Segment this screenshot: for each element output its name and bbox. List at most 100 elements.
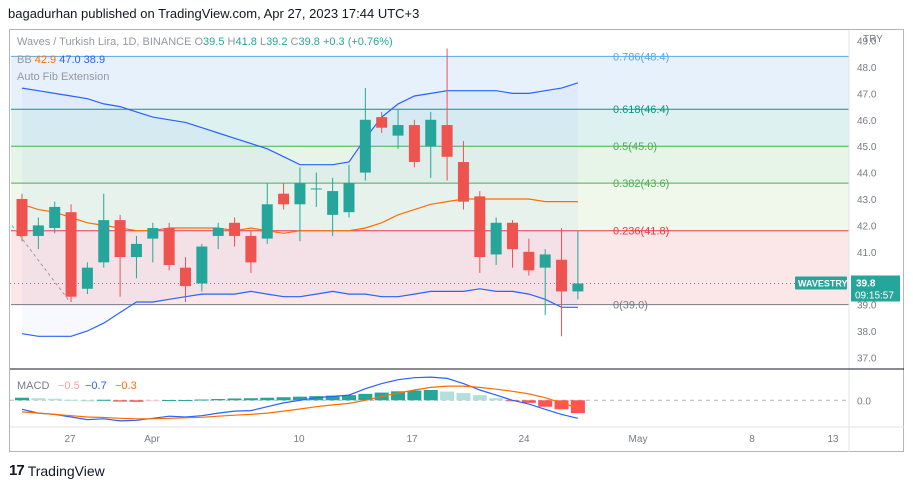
time-axis-tick: 13 bbox=[827, 434, 839, 445]
macd-histogram-bar bbox=[325, 395, 340, 401]
time-axis-tick: 8 bbox=[749, 434, 755, 445]
candle-body bbox=[457, 162, 469, 202]
footer: 17 TradingView bbox=[9, 462, 105, 479]
legend-high-label: H bbox=[228, 36, 236, 48]
candle-body bbox=[81, 267, 93, 289]
candle-body bbox=[245, 235, 257, 263]
price-axis-tick: 39.0 bbox=[857, 301, 877, 312]
symbol-badge bbox=[795, 276, 847, 290]
candle-body bbox=[327, 191, 339, 215]
macd-histogram-bar bbox=[358, 393, 373, 401]
macd-histogram-bar bbox=[227, 398, 242, 401]
candle-body bbox=[32, 225, 44, 236]
fib-level-label: 0.5(45.0) bbox=[613, 141, 657, 153]
fib-level-label: 0.618(46.4) bbox=[613, 104, 669, 116]
macd-histogram-bar bbox=[570, 400, 585, 414]
time-axis-tick: Apr bbox=[144, 434, 160, 445]
time-axis-tick: May bbox=[629, 434, 648, 445]
candle-body bbox=[556, 259, 568, 292]
macd-histogram-bar bbox=[129, 400, 144, 402]
macd-legend-hist: −0.5 bbox=[58, 380, 80, 392]
last-price-value: 39.8 bbox=[856, 279, 876, 290]
macd-histogram-bar bbox=[440, 391, 455, 401]
candle-body bbox=[147, 228, 159, 239]
candle-body bbox=[180, 267, 191, 287]
macd-histogram-bar bbox=[407, 390, 422, 401]
symbol-badge-label: WAVESTRY bbox=[798, 279, 848, 289]
candle-body bbox=[376, 117, 388, 128]
price-axis-tick: 41.0 bbox=[857, 248, 877, 259]
candle-body bbox=[212, 228, 224, 236]
price-axis-tick: 44.0 bbox=[857, 169, 877, 180]
macd-histogram-bar bbox=[47, 398, 62, 401]
legend-high: 41.8 bbox=[235, 36, 259, 48]
macd-histogram-bar bbox=[260, 397, 275, 401]
price-axis-tick: 47.0 bbox=[857, 89, 877, 100]
candle-body bbox=[310, 188, 322, 190]
time-axis-tick: 24 bbox=[518, 434, 530, 445]
candle-body bbox=[16, 199, 28, 236]
macd-histogram-bar bbox=[391, 391, 406, 401]
macd-histogram-bar bbox=[80, 400, 95, 402]
candle-body bbox=[408, 125, 420, 163]
legend-ohlc: Waves / Turkish Lira, 1D, BINANCE O39.5 … bbox=[17, 36, 393, 48]
price-axis-tick: 37.0 bbox=[857, 353, 877, 364]
macd-histogram-bar bbox=[96, 399, 111, 401]
legend-close-label: C bbox=[291, 36, 299, 48]
fib-level-label: 0.382(43.6) bbox=[613, 178, 669, 190]
macd-legend-signal: −0.3 bbox=[115, 380, 137, 392]
macd-histogram-bar bbox=[538, 400, 553, 407]
macd-legend-label: MACD bbox=[17, 380, 49, 392]
macd-histogram-bar bbox=[15, 397, 29, 401]
macd-histogram-bar bbox=[194, 399, 209, 401]
candle-body bbox=[229, 222, 241, 236]
last-price-countdown: 09:15:57 bbox=[855, 291, 894, 302]
macd-legend-macd: −0.7 bbox=[85, 380, 107, 392]
legend-bb: BB 42.9 47.0 38.9 bbox=[17, 54, 105, 66]
footer-brand: TradingView bbox=[27, 462, 105, 479]
fib-zone bbox=[11, 183, 849, 231]
macd-histogram-bar bbox=[113, 400, 128, 402]
macd-histogram-bar bbox=[276, 397, 291, 401]
legend-fib-label: Auto Fib Extension bbox=[17, 71, 109, 83]
fib-level-label: 0.786(48.4) bbox=[613, 51, 669, 63]
bb-lower-line bbox=[21, 288, 578, 337]
candle-body bbox=[523, 251, 535, 271]
price-axis-tick: 45.0 bbox=[857, 142, 877, 153]
bb-upper-line bbox=[21, 82, 579, 166]
price-axis-tick: 42.0 bbox=[857, 221, 877, 232]
legend-open: 39.5 bbox=[203, 36, 227, 48]
macd-histogram-bar bbox=[31, 398, 46, 401]
candle-body bbox=[539, 254, 551, 268]
legend-change: +0.3 (+0.76%) bbox=[323, 36, 393, 48]
macd-histogram-bar bbox=[342, 395, 356, 401]
candle-body bbox=[343, 183, 355, 213]
chart-frame bbox=[9, 29, 904, 452]
candle-body bbox=[98, 220, 110, 263]
legend-bb-basis: 42.9 bbox=[35, 54, 59, 66]
candle-body bbox=[294, 183, 306, 205]
macd-histogram-bar bbox=[243, 398, 258, 401]
legend-low-label: L bbox=[260, 36, 266, 48]
macd-histogram-bar bbox=[145, 400, 160, 402]
candle-body bbox=[572, 283, 584, 292]
legend-bb-upper: 47.0 bbox=[59, 54, 83, 66]
candle-body bbox=[490, 222, 502, 255]
price-axis-tick: 43.0 bbox=[857, 195, 877, 206]
macd-signal-line bbox=[21, 385, 579, 420]
tradingview-logo-icon: 17 bbox=[9, 462, 25, 479]
candle-body bbox=[359, 119, 371, 173]
macd-histogram-bar bbox=[554, 400, 569, 410]
macd-histogram-bar bbox=[211, 399, 226, 401]
fib-zone bbox=[11, 230, 849, 305]
legend-bb-label: BB bbox=[17, 54, 35, 66]
price-axis-tick: 46.0 bbox=[857, 116, 877, 127]
time-axis-tick: 17 bbox=[406, 434, 418, 445]
candle-body bbox=[507, 222, 518, 250]
macd-histogram-bar bbox=[423, 390, 438, 401]
macd-histogram-bar bbox=[521, 400, 536, 403]
last-price-badge bbox=[851, 275, 900, 302]
time-axis-tick: 27 bbox=[64, 434, 76, 445]
legend-bb-lower: 38.9 bbox=[84, 54, 105, 66]
